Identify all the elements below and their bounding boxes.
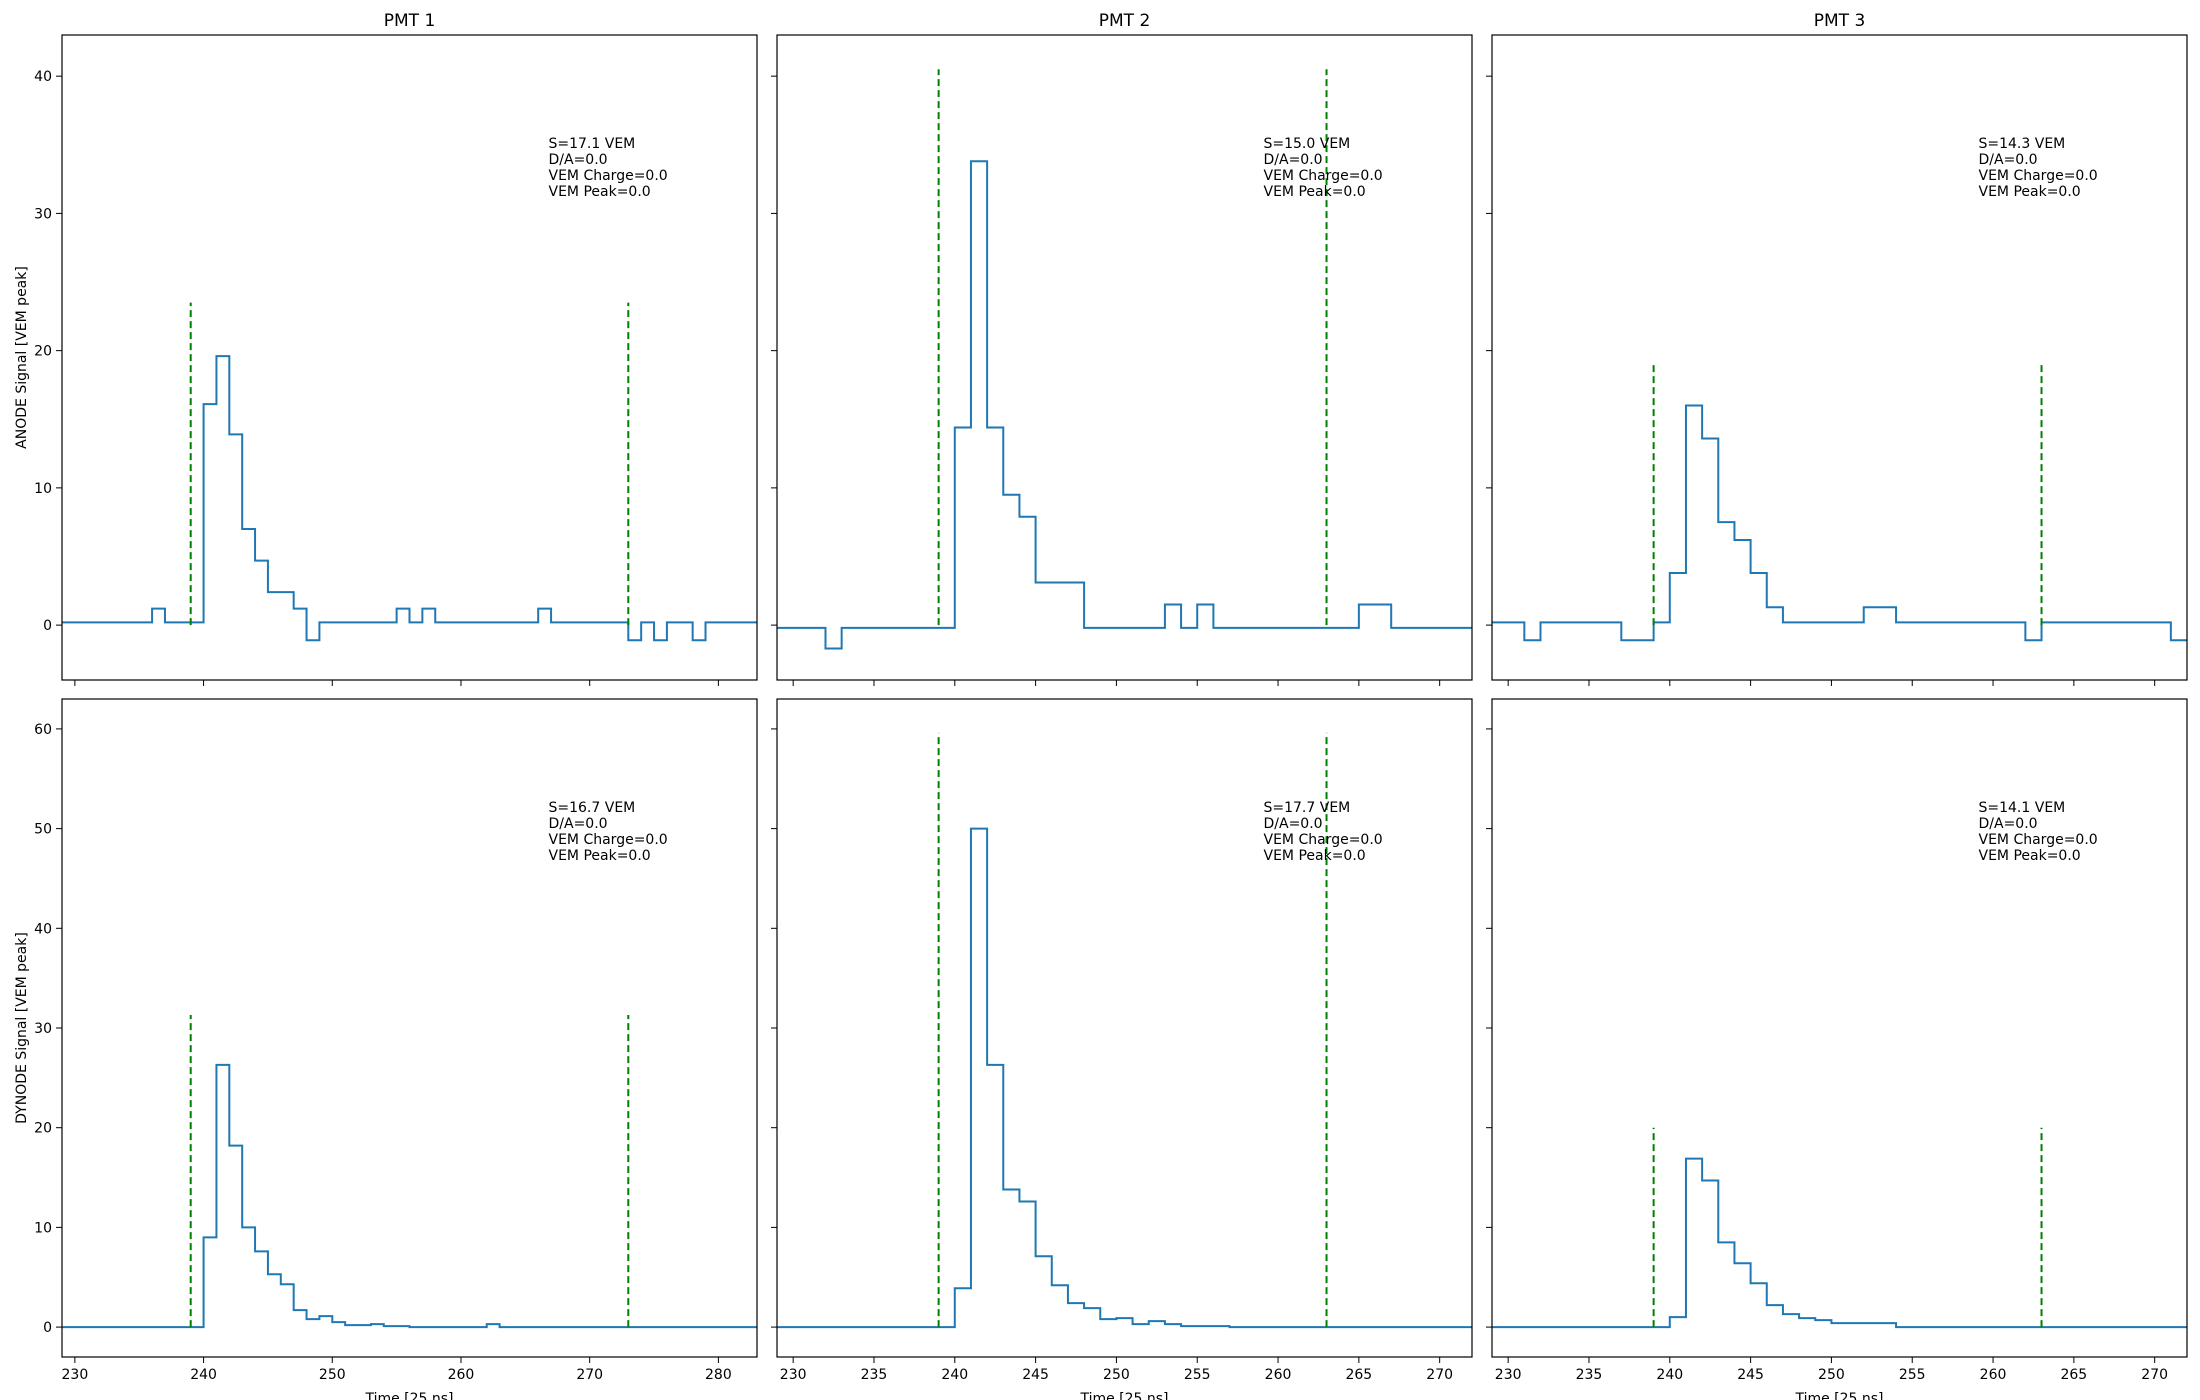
panel-5-annotation-line: S=17.7 VEM	[1264, 800, 1351, 816]
panel-6-x-tick-label: 265	[2060, 1367, 2087, 1383]
panel-5-annotation-line: VEM Charge=0.0	[1264, 832, 1383, 848]
panel-1-y-tick-label: 0	[43, 618, 52, 634]
panel-5-x-tick-label: 255	[1184, 1367, 1211, 1383]
panel-2-title: PMT 2	[1099, 11, 1151, 31]
panel-1-annotation-line: VEM Peak=0.0	[549, 184, 651, 200]
panel-4-y-tick-label: 50	[34, 822, 52, 838]
panel-5-x-tick-label: 230	[780, 1367, 807, 1383]
panel-6-annotation-line: VEM Charge=0.0	[1979, 832, 2098, 848]
panel-3-title: PMT 3	[1814, 11, 1866, 31]
panel-6-x-tick-label: 255	[1899, 1367, 1926, 1383]
panel-6-annotation-line: D/A=0.0	[1979, 816, 2038, 832]
panel-3-annotation-line: VEM Peak=0.0	[1979, 184, 2081, 200]
panel-4-x-tick-label: 250	[319, 1367, 346, 1383]
panel-5-x-axis-label: Time [25 ns]	[1079, 1391, 1168, 1400]
panel-4-y-tick-label: 10	[34, 1220, 52, 1236]
panel-4-annotation-line: VEM Charge=0.0	[549, 832, 668, 848]
panel-4-y-tick-label: 60	[34, 722, 52, 738]
panel-4-y-tick-label: 0	[43, 1320, 52, 1336]
panel-4-x-tick-label: 230	[62, 1367, 89, 1383]
panel-6-x-tick-label: 240	[1656, 1367, 1683, 1383]
panel-1-y-tick-label: 30	[34, 206, 52, 222]
panel-6-annotation-line: S=14.1 VEM	[1979, 800, 2066, 816]
panel-1-title: PMT 1	[384, 11, 436, 31]
panel-1-signal-trace	[62, 355, 757, 642]
panel-4-annotation-line: VEM Peak=0.0	[549, 848, 651, 864]
panel-2-annotation-line: S=15.0 VEM	[1264, 136, 1351, 152]
panel-5-annotation-line: VEM Peak=0.0	[1264, 848, 1366, 864]
panel-6-x-tick-label: 235	[1576, 1367, 1603, 1383]
panel-4-x-tick-label: 270	[576, 1367, 603, 1383]
panel-5-x-tick-label: 265	[1345, 1367, 1372, 1383]
panel-6-x-tick-label: 270	[2141, 1367, 2168, 1383]
panel-1-y-axis-label: ANODE Signal [VEM peak]	[14, 266, 30, 449]
panel-3-annotation-line: S=14.3 VEM	[1979, 136, 2066, 152]
panel-1-y-tick-label: 40	[34, 69, 52, 85]
panel-5-x-tick-label: 235	[861, 1367, 888, 1383]
panel-2-axes-frame	[776, 34, 1473, 681]
panel-1-annotation-line: D/A=0.0	[549, 152, 608, 168]
panel-5-x-tick-label: 245	[1022, 1367, 1049, 1383]
panel-3-annotation-line: D/A=0.0	[1979, 152, 2038, 168]
panel-2-annotation-line: VEM Peak=0.0	[1264, 184, 1366, 200]
panel-1-y-tick-label: 20	[34, 344, 52, 360]
panel-2-signal-trace	[777, 160, 1472, 650]
panel-2-annotation-line: D/A=0.0	[1264, 152, 1323, 168]
panel-4-signal-trace	[62, 1063, 757, 1329]
panel-4-y-tick-label: 20	[34, 1121, 52, 1137]
panel-4-annotation-line: S=16.7 VEM	[549, 800, 636, 816]
panel-4-annotation-line: D/A=0.0	[549, 816, 608, 832]
panel-2-annotation-line: VEM Charge=0.0	[1264, 168, 1383, 184]
panel-3-axes-frame	[1491, 34, 2188, 681]
panel-4-y-tick-label: 30	[34, 1021, 52, 1037]
panel-6-annotation-line: VEM Peak=0.0	[1979, 848, 2081, 864]
panel-6-x-axis-label: Time [25 ns]	[1794, 1391, 1883, 1400]
panel-4-x-tick-label: 260	[448, 1367, 475, 1383]
panel-4-x-tick-label: 240	[190, 1367, 217, 1383]
panel-1-y-tick-label: 10	[34, 481, 52, 497]
panel-6-x-tick-label: 250	[1818, 1367, 1845, 1383]
panel-5-signal-trace	[777, 827, 1472, 1329]
panel-1-axes-frame	[61, 34, 758, 681]
panel-1-annotation-line: S=17.1 VEM	[549, 136, 636, 152]
panel-5-x-tick-label: 250	[1103, 1367, 1130, 1383]
panel-3-signal-trace	[1492, 404, 2187, 642]
panel-5-x-tick-label: 270	[1426, 1367, 1453, 1383]
panel-4-x-tick-label: 280	[705, 1367, 732, 1383]
panel-4-x-axis-label: Time [25 ns]	[364, 1391, 453, 1400]
panel-4-y-tick-label: 40	[34, 921, 52, 937]
panel-4-y-axis-label: DYNODE Signal [VEM peak]	[14, 932, 30, 1124]
panel-6-x-tick-label: 245	[1737, 1367, 1764, 1383]
panel-5-x-tick-label: 260	[1265, 1367, 1292, 1383]
panel-3-annotation-line: VEM Charge=0.0	[1979, 168, 2098, 184]
panel-6-signal-trace	[1492, 1157, 2187, 1329]
panel-1-annotation-line: VEM Charge=0.0	[549, 168, 668, 184]
panel-6-x-tick-label: 230	[1495, 1367, 1522, 1383]
panel-5-x-tick-label: 240	[941, 1367, 968, 1383]
panel-6-x-tick-label: 260	[1980, 1367, 2007, 1383]
panel-5-annotation-line: D/A=0.0	[1264, 816, 1323, 832]
